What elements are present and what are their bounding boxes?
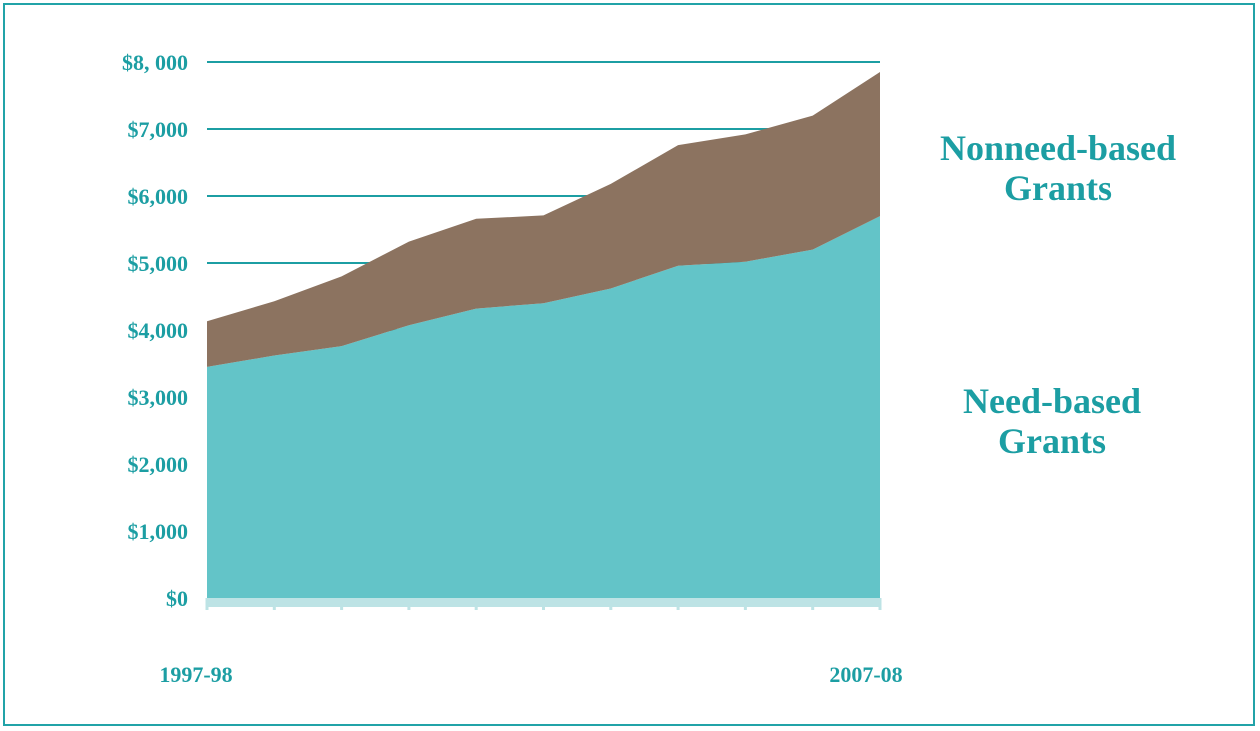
area-series-need-based-grants <box>207 216 880 598</box>
series-label-line: Grants <box>998 421 1106 461</box>
y-tick-label: $0 <box>166 586 188 611</box>
x-axis <box>205 598 882 610</box>
x-axis-tick <box>811 598 815 610</box>
series-label-need-based-grants: Need-based Grants <box>902 381 1202 461</box>
y-tick-label: $4,000 <box>128 318 189 343</box>
y-tick-label: $1,000 <box>128 519 189 544</box>
series-label-nonneed-based-grants: Nonneed-based Grants <box>908 128 1208 208</box>
x-axis-tick <box>878 598 882 610</box>
series-label-line: Need-based <box>963 381 1141 421</box>
x-axis-tick <box>542 598 545 610</box>
y-tick-label: $3,000 <box>128 385 189 410</box>
x-axis-tick <box>272 598 276 610</box>
x-axis-tick-labels: 1997-98 2007-08 <box>159 662 902 687</box>
y-tick-label: $5,000 <box>128 251 189 276</box>
areas <box>207 72 880 598</box>
x-tick-label: 1997-98 <box>159 662 232 687</box>
x-axis-tick <box>205 598 209 610</box>
y-tick-label: $8, 000 <box>122 50 188 75</box>
y-tick-label: $2,000 <box>128 452 189 477</box>
series-label-line: Grants <box>1004 168 1112 208</box>
x-axis-tick <box>743 598 747 610</box>
y-axis-tick-labels: $0 $1,000 $2,000 $3,000 $4,000 $5,000 $6,000 $7… <box>122 50 188 611</box>
x-axis-tick <box>340 598 344 610</box>
area-series-nonneed-based-grants <box>207 72 880 367</box>
y-tick-label: $6,000 <box>128 184 189 209</box>
x-axis-tick <box>474 598 478 610</box>
x-tick-label: 2007-08 <box>829 662 902 687</box>
x-axis-tick <box>676 598 680 610</box>
series-label-line: Nonneed-based <box>939 128 1177 168</box>
x-axis-tick <box>407 598 411 610</box>
y-tick-label: $7,000 <box>128 117 189 142</box>
x-axis-tick <box>609 598 613 610</box>
